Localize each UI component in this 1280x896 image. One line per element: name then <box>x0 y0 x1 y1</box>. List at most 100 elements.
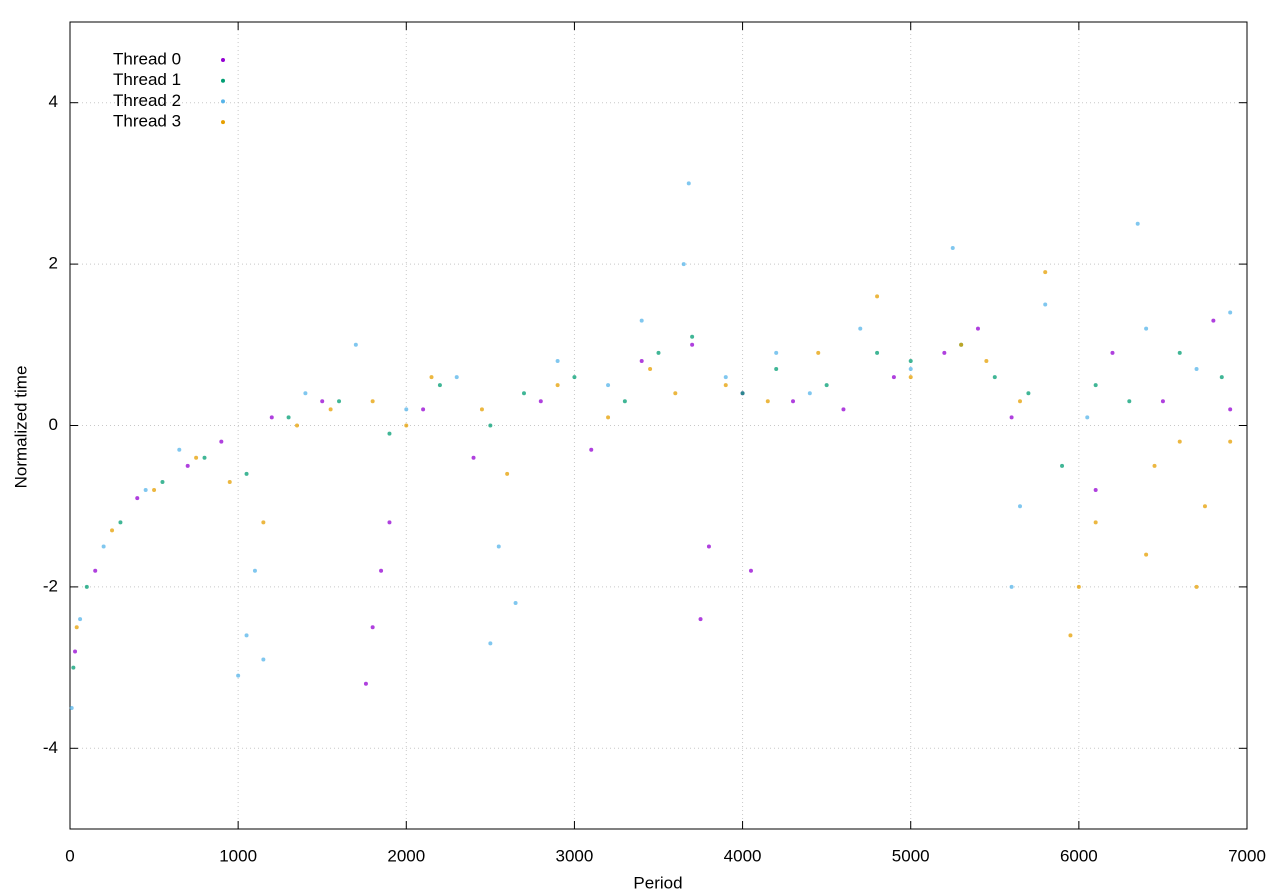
point <box>673 391 678 396</box>
point <box>698 617 703 622</box>
point <box>1093 488 1098 493</box>
point <box>950 245 955 250</box>
x-tick-label: 3000 <box>556 846 594 865</box>
point <box>101 544 106 549</box>
point <box>606 415 611 420</box>
x-axis-label: Period <box>633 873 682 892</box>
point <box>437 383 442 388</box>
point <box>975 326 980 331</box>
point <box>1009 584 1014 589</box>
point <box>690 334 695 339</box>
point <box>1228 407 1233 412</box>
point <box>774 367 779 372</box>
point <box>984 358 989 363</box>
y-tick-label: 4 <box>49 92 58 111</box>
point <box>1177 439 1182 444</box>
point <box>505 471 510 476</box>
point <box>303 391 308 396</box>
y-axis-label: Normalized time <box>11 366 30 489</box>
point <box>118 520 123 525</box>
x-tick-label: 1000 <box>219 846 257 865</box>
point <box>1018 399 1023 404</box>
point <box>1144 326 1149 331</box>
point <box>1211 318 1216 323</box>
point <box>1194 367 1199 372</box>
x-tick-label: 7000 <box>1228 846 1266 865</box>
point <box>706 544 711 549</box>
point <box>1018 504 1023 509</box>
legend-label: Thread 0 <box>113 49 181 68</box>
point <box>555 383 560 388</box>
point <box>328 407 333 412</box>
point <box>202 455 207 460</box>
point <box>959 342 964 347</box>
point <box>1085 415 1090 420</box>
point <box>1177 350 1182 355</box>
legend-label: Thread 3 <box>113 112 181 131</box>
point <box>774 350 779 355</box>
point <box>908 367 913 372</box>
point <box>69 705 74 710</box>
point <box>1060 463 1065 468</box>
point <box>1127 399 1132 404</box>
point <box>841 407 846 412</box>
point <box>816 350 821 355</box>
point <box>1043 302 1048 307</box>
point <box>992 375 997 380</box>
point <box>454 375 459 380</box>
point <box>723 375 728 380</box>
point <box>177 447 182 452</box>
point <box>84 584 89 589</box>
point <box>1076 584 1081 589</box>
point <box>824 383 829 388</box>
point <box>942 350 947 355</box>
point <box>479 407 484 412</box>
point <box>686 181 691 186</box>
legend-label: Thread 2 <box>113 91 181 110</box>
point <box>1228 439 1233 444</box>
point <box>656 350 661 355</box>
point <box>135 496 140 501</box>
point <box>160 479 165 484</box>
point <box>370 625 375 630</box>
point <box>110 528 115 533</box>
legend-marker <box>221 78 225 83</box>
point <box>387 520 392 525</box>
point <box>875 294 880 299</box>
point <box>185 463 190 468</box>
plot-border <box>69 21 1248 830</box>
point <box>261 520 266 525</box>
point <box>404 423 409 428</box>
point <box>252 568 257 573</box>
point <box>639 358 644 363</box>
point <box>807 391 812 396</box>
legend-marker <box>221 99 225 104</box>
legend-label: Thread 1 <box>113 70 181 89</box>
point <box>555 358 560 363</box>
point <box>858 326 863 331</box>
point <box>681 262 686 267</box>
point <box>74 625 79 630</box>
point <box>1093 520 1098 525</box>
point <box>143 488 148 493</box>
point <box>488 641 493 646</box>
point <box>219 439 224 444</box>
x-tick-label: 6000 <box>1060 846 1098 865</box>
point <box>73 649 78 654</box>
point <box>1068 633 1073 638</box>
point <box>227 479 232 484</box>
point <box>379 568 384 573</box>
point <box>1202 504 1207 509</box>
point <box>589 447 594 452</box>
x-tick-label: 4000 <box>724 846 762 865</box>
point <box>194 455 199 460</box>
point <box>93 568 98 573</box>
point <box>513 601 518 606</box>
point <box>496 544 501 549</box>
point <box>320 399 325 404</box>
point <box>363 681 368 686</box>
point <box>891 375 896 380</box>
point <box>387 431 392 436</box>
point <box>748 568 753 573</box>
